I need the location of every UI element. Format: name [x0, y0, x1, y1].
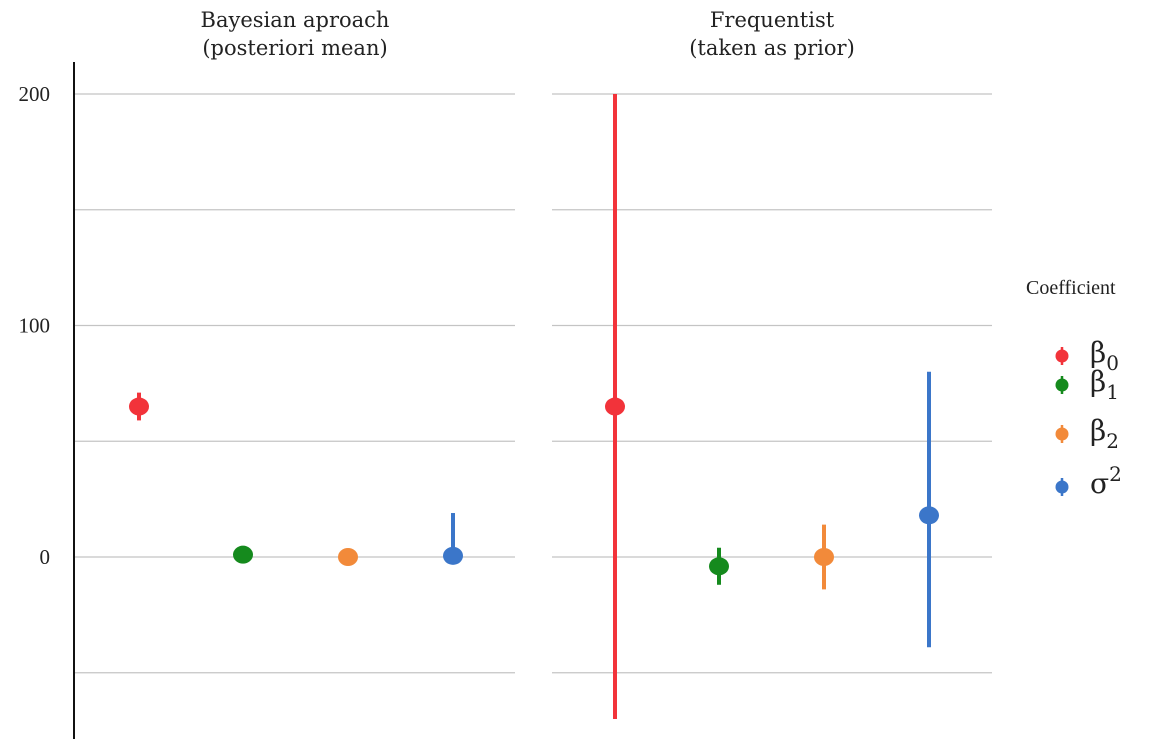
legend-item-b1: β1 [1055, 365, 1119, 404]
facet-subtitle: (taken as prior) [689, 36, 855, 60]
legend-key-dot [1055, 427, 1069, 441]
legend-key-dot [1055, 349, 1069, 363]
legend-title: Coefficient [1026, 277, 1116, 299]
legend-label-base: σ [1090, 467, 1109, 500]
y-tick-label: 100 [19, 314, 51, 338]
legend-label-subscript: 0 [1106, 351, 1119, 375]
legend-label-base: β [1090, 336, 1106, 369]
point-b2 [338, 548, 358, 566]
panels-layer: Bayesian aproach (posteriori mean) Frequen… [75, 8, 992, 720]
facet-subtitle: (posteriori mean) [202, 36, 387, 60]
facet-panel-1: Bayesian aproach (posteriori mean) [75, 8, 515, 674]
legend-label-superscript: 2 [1109, 462, 1122, 486]
y-tick-label: 0 [40, 545, 51, 569]
point-b0 [129, 397, 149, 416]
legend-key-dot [1055, 378, 1069, 392]
legend-label-base: β [1090, 414, 1106, 447]
legend-label-subscript: 1 [1106, 380, 1119, 404]
legend-label: β2 [1090, 414, 1119, 453]
point-b0 [605, 397, 625, 416]
legend-item-s2: σ2 [1055, 462, 1122, 500]
point-b1 [709, 557, 729, 576]
facet-title: Frequentist [710, 8, 835, 32]
y-axis: 0 100 200 [19, 62, 75, 739]
facet-panel-2: Frequentist (taken as prior) [552, 8, 992, 720]
legend-label: β0 [1090, 336, 1119, 375]
point-s2 [919, 506, 939, 525]
legend-label-subscript: 2 [1106, 429, 1119, 453]
point-s2 [443, 546, 463, 565]
point-b2 [814, 548, 834, 566]
legend-label: β1 [1090, 365, 1119, 404]
legend-item-b2: β2 [1055, 414, 1119, 453]
legend-key-dot [1055, 480, 1069, 494]
facet-title: Bayesian aproach [201, 8, 390, 32]
legend-label-base: β [1090, 365, 1106, 398]
point-b1 [233, 545, 253, 564]
legend-label: σ2 [1090, 462, 1122, 500]
y-tick-label: 200 [19, 82, 51, 106]
legend-item-b0: β0 [1055, 336, 1119, 375]
